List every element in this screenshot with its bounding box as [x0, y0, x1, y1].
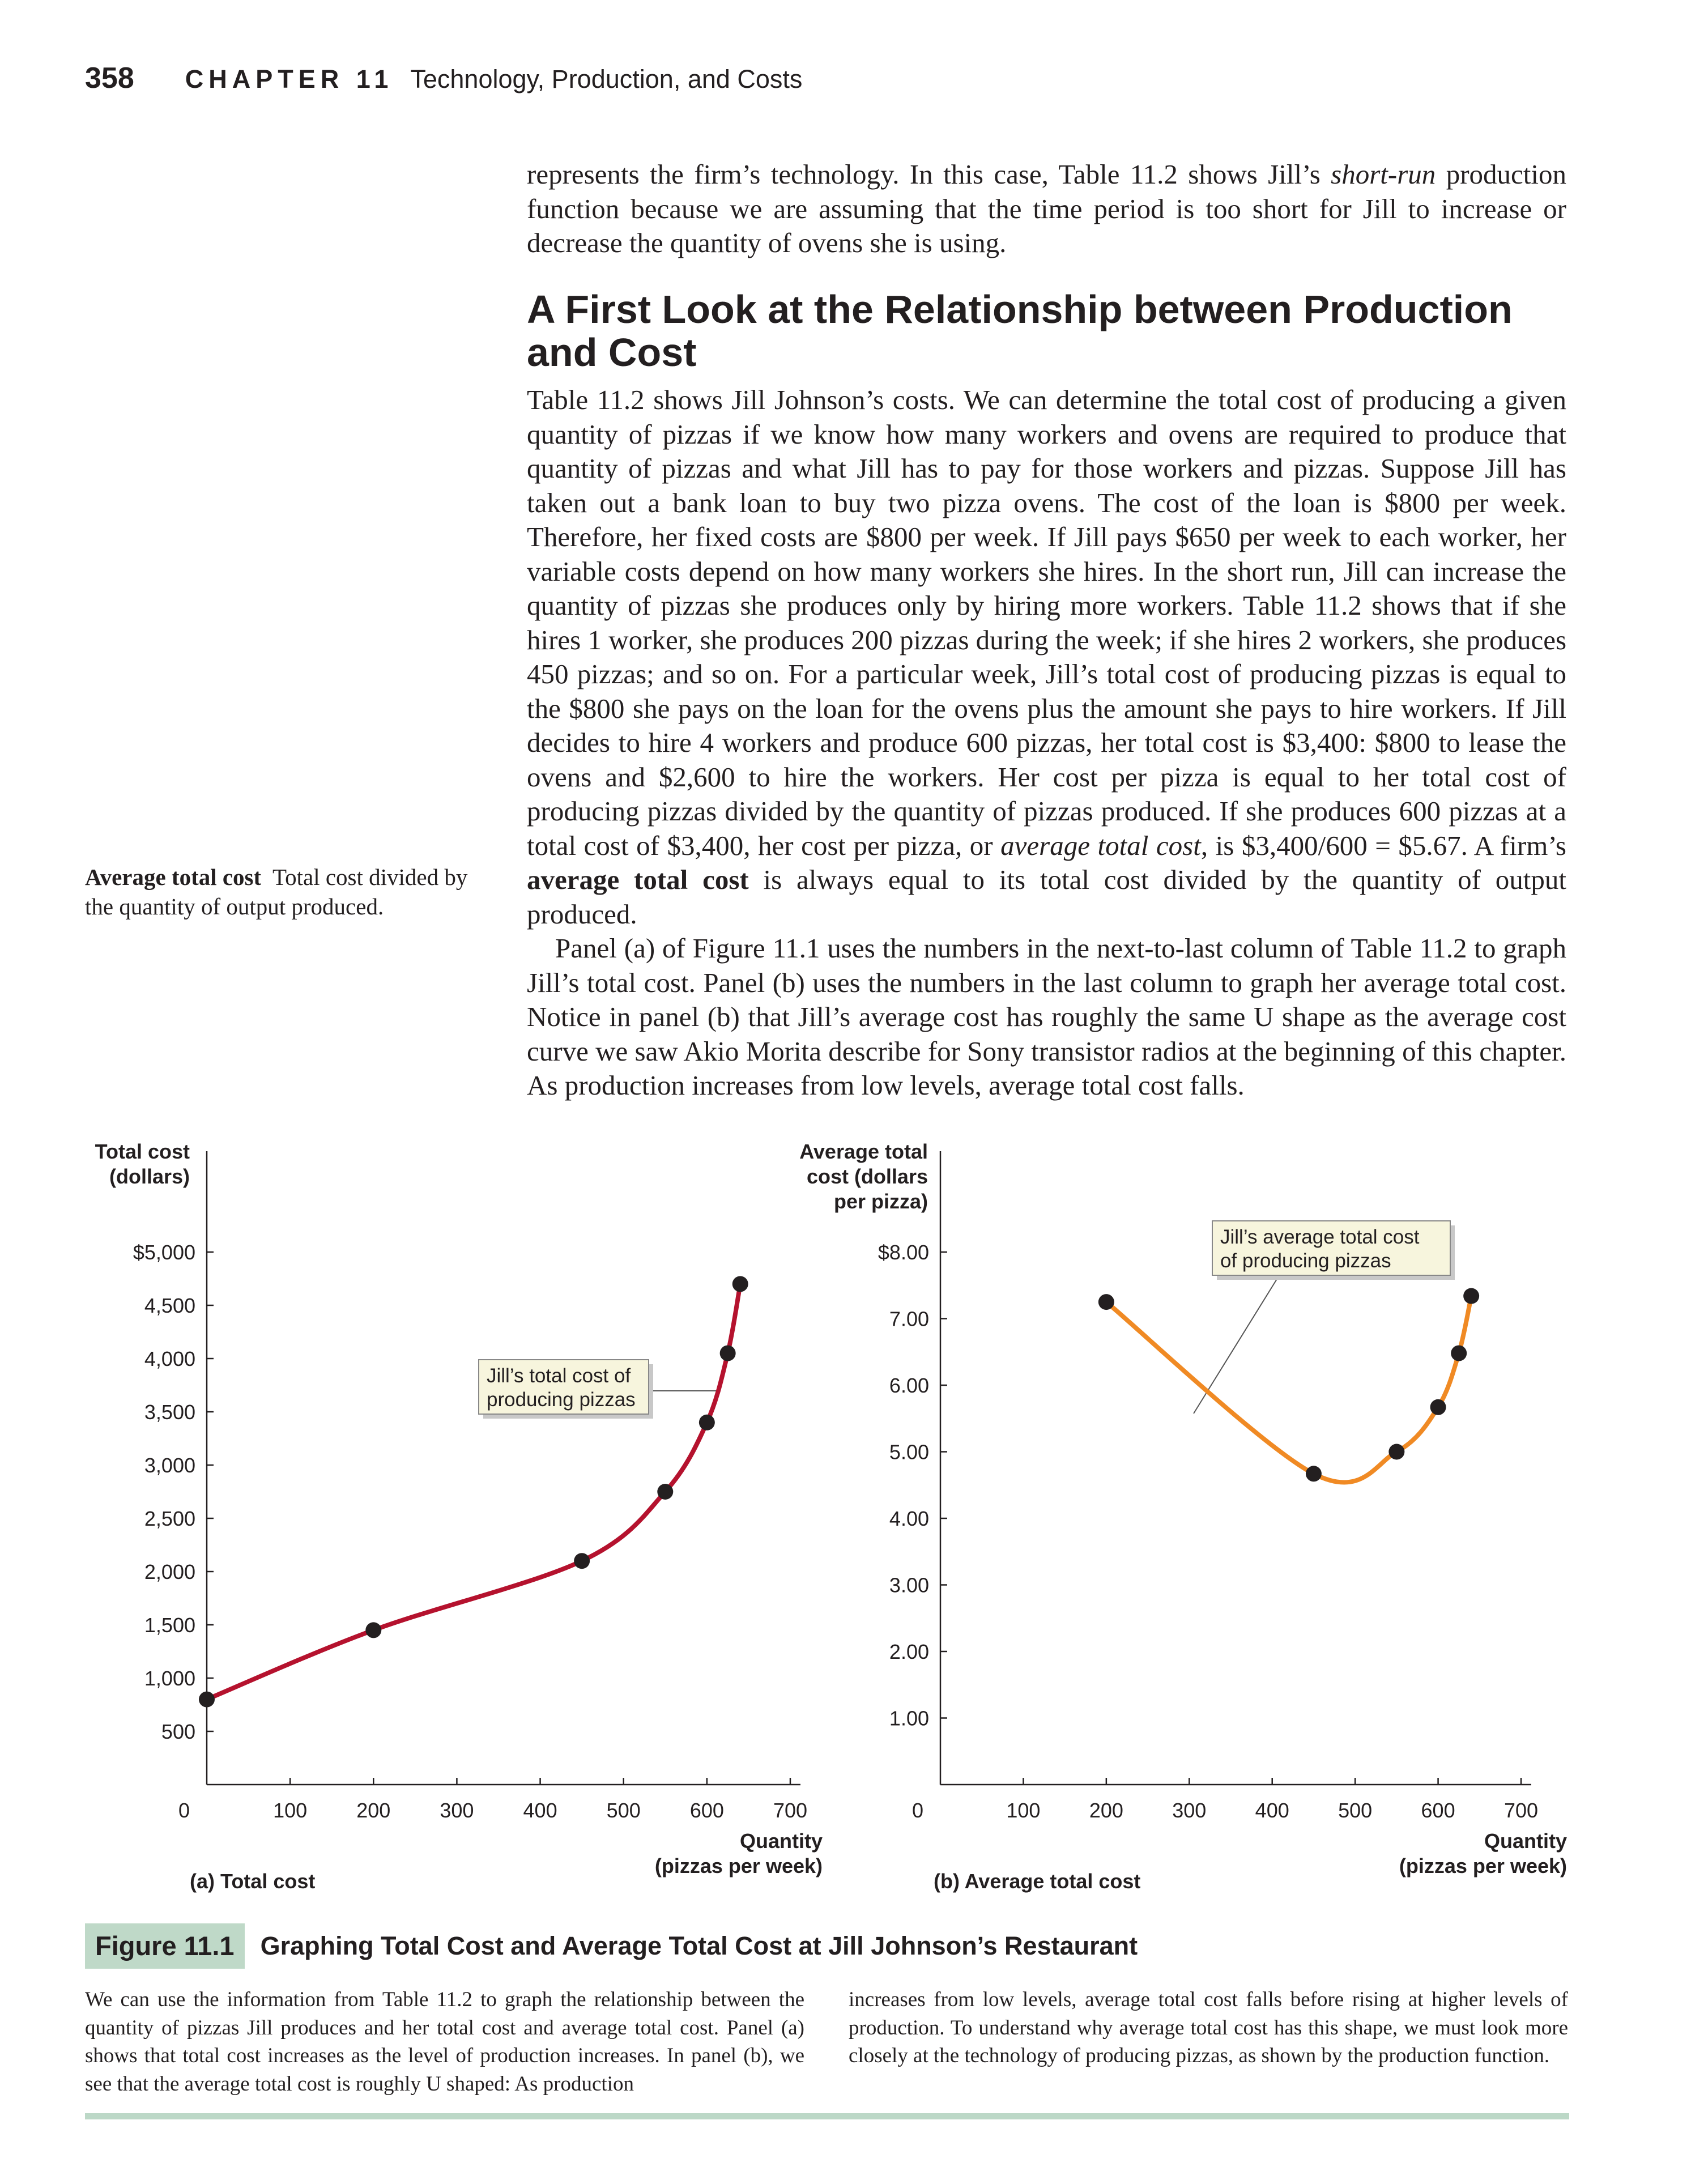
x-tick-label: 500 — [1338, 1799, 1372, 1822]
definition-text: Total cost divided by the quantity of ou… — [85, 864, 468, 919]
y-tick-label: 3.00 — [889, 1574, 929, 1597]
y-tick-label: 5.00 — [889, 1441, 929, 1464]
figure-title: Graphing Total Cost and Average Total Co… — [260, 1931, 1138, 1960]
figure-caption-right: increases from low levels, average total… — [849, 1988, 1568, 2067]
x-tick-label: 700 — [773, 1799, 807, 1822]
y-tick-label: 1,000 — [144, 1667, 195, 1690]
x-tick-label: 300 — [440, 1799, 474, 1822]
chart-panel-b: 1.00 2.00 3.00 4.00 5.00 6.00 7.00 $8.00 0 100 200… — [799, 1140, 1567, 1893]
y-tick-label: 2,000 — [144, 1560, 195, 1583]
x-axis-label: Quantity — [1484, 1829, 1567, 1853]
panel-label: (b) Average total cost — [934, 1870, 1140, 1893]
data-point — [365, 1622, 382, 1638]
y-tick-label: 4,000 — [144, 1347, 195, 1370]
section-heading: A First Look at the Relationship between… — [527, 287, 1513, 374]
x-tick-label: 100 — [273, 1799, 307, 1822]
y-axis-label: cost (dollars — [807, 1165, 928, 1188]
y-tick-label: 1.00 — [889, 1707, 929, 1730]
x-axis-label: (pizzas per week) — [655, 1854, 823, 1878]
data-point — [1451, 1345, 1467, 1361]
callout-text: of producing pizzas — [1220, 1250, 1391, 1272]
callout-box — [478, 1359, 649, 1415]
paragraph-2: Panel (a) of Figure 11.1 uses the number… — [527, 933, 1566, 1101]
bottom-rule — [85, 2113, 1569, 2119]
running-header: 358 CHAPTER 11 Technology, Production, a… — [85, 61, 802, 107]
figure-label: Figure 11.1 — [85, 1923, 245, 1969]
data-point — [698, 1414, 715, 1431]
paragraph-1: Table 11.2 shows Jill Johnson’s costs. W… — [527, 384, 1567, 930]
callout-text: Jill’s total cost of — [487, 1365, 631, 1387]
x-tick-label: 400 — [1255, 1799, 1289, 1822]
y-axis-label: (dollars) — [109, 1165, 190, 1188]
data-point — [1430, 1399, 1446, 1415]
y-tick-label: 7.00 — [889, 1308, 929, 1331]
figure-title-bar: Figure 11.1 Graphing Total Cost and Aver… — [85, 1921, 1138, 1972]
data-point — [1098, 1294, 1114, 1310]
x-tick-label: 600 — [690, 1799, 724, 1822]
callout-box — [1212, 1220, 1451, 1276]
intro-paragraph: represents the firm’s technology. In thi… — [527, 157, 1566, 261]
data-point — [1388, 1444, 1405, 1460]
data-point — [657, 1484, 674, 1500]
y-tick-label: $5,000 — [133, 1241, 195, 1264]
callout-text: Jill’s average total cost — [1220, 1226, 1420, 1248]
data-point — [199, 1691, 215, 1708]
y-tick-label: 3,500 — [144, 1400, 195, 1424]
y-tick-label: $8.00 — [878, 1241, 929, 1264]
y-tick-label: 500 — [161, 1720, 195, 1743]
chapter-label: CHAPTER 11 — [185, 65, 394, 93]
x-tick-label: 600 — [1421, 1799, 1455, 1822]
panel-label: (a) Total cost — [190, 1870, 315, 1893]
y-tick-label: 6.00 — [889, 1374, 929, 1397]
x-tick-label: 300 — [1172, 1799, 1206, 1822]
x-tick-label: 200 — [356, 1799, 390, 1822]
main-text: Table 11.2 shows Jill Johnson’s costs. W… — [527, 383, 1566, 1103]
chapter-title: Technology, Production, and Costs — [410, 65, 803, 93]
series-line — [1104, 1293, 1474, 1485]
y-tick-label: 2,500 — [144, 1507, 195, 1530]
x-axis-label: (pizzas per week) — [1399, 1854, 1567, 1878]
chart-panel-a: 500 1,000 1,500 2,000 2,500 3,000 3,500 4,000 4,… — [95, 1140, 823, 1893]
figure-caption-left: We can use the information from Table 11… — [85, 1988, 804, 2096]
margin-definition: Average total cost Total cost divided by… — [85, 862, 482, 921]
data-point — [719, 1345, 736, 1361]
figure-charts: 500 1,000 1,500 2,000 2,500 3,000 3,500 4,000 4,… — [95, 1140, 1567, 1893]
x-axis-label: Quantity — [740, 1829, 823, 1853]
intro-text: represents the firm’s technology. In thi… — [527, 159, 1567, 258]
y-tick-label: 2.00 — [889, 1640, 929, 1663]
y-axis-label: per pizza) — [834, 1190, 928, 1213]
y-tick-label: 4.00 — [889, 1507, 929, 1530]
x-tick-label: 100 — [1006, 1799, 1040, 1822]
y-axis-label: Total cost — [95, 1140, 190, 1163]
page-number: 358 — [85, 62, 134, 95]
y-axis-label: Average total — [799, 1140, 928, 1163]
y-tick-label: 3,000 — [144, 1454, 195, 1477]
x-tick-label: 700 — [1504, 1799, 1538, 1822]
series-line — [205, 1282, 743, 1702]
data-point — [1305, 1466, 1322, 1482]
x-tick-label: 400 — [523, 1799, 557, 1822]
x-tick-label: 0 — [912, 1799, 923, 1822]
y-tick-label: 1,500 — [144, 1613, 195, 1637]
definition-term: Average total cost — [85, 864, 262, 890]
data-point — [574, 1553, 590, 1569]
callout-text: producing pizzas — [487, 1389, 636, 1411]
x-tick-label: 200 — [1089, 1799, 1123, 1822]
y-tick-label: 4,500 — [144, 1294, 195, 1317]
data-point — [1463, 1288, 1480, 1304]
data-point — [732, 1276, 748, 1292]
x-tick-label: 0 — [178, 1799, 190, 1822]
x-tick-label: 500 — [607, 1799, 641, 1822]
